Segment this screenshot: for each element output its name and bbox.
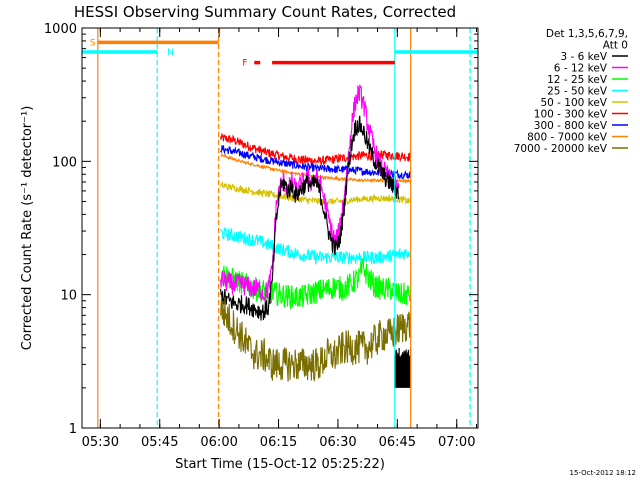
x-tick-label: 06:15 xyxy=(260,435,297,450)
legend-entry-label: 25 - 50 keV xyxy=(547,86,608,98)
y-tick-label: 100 xyxy=(52,155,77,170)
flag-label-s: S xyxy=(90,38,96,48)
series-tail-block xyxy=(394,348,412,388)
flag-layer: S N F xyxy=(82,28,478,428)
x-tick-label: 06:00 xyxy=(200,435,237,450)
x-axis-label: Start Time (15-Oct-12 05:25:22) xyxy=(175,457,385,472)
series-line-3-6-kev xyxy=(220,115,400,321)
legend-entry-label: 300 - 800 keV xyxy=(534,120,608,132)
series-line-25-50-kev xyxy=(220,227,412,266)
legend-entry-label: 800 - 7000 keV xyxy=(527,132,608,144)
legend-entry-label: 7000 - 20000 keV xyxy=(514,143,608,155)
legend-entry-label: 100 - 300 keV xyxy=(534,109,608,121)
y-tick-label: 10 xyxy=(60,289,77,304)
legend-header: Det 1,3,5,6,7,9, xyxy=(546,28,628,40)
series-line-7000-20000-kev xyxy=(220,296,412,383)
legend-entry-label: 6 - 12 keV xyxy=(554,63,608,75)
timestamp: 15-Oct-2012 18:12 xyxy=(570,469,636,477)
chart-title: HESSI Observing Summary Count Rates, Cor… xyxy=(74,3,456,21)
y-axis-label: Corrected Count Rate (s⁻¹ detector⁻¹) xyxy=(20,106,35,351)
x-tick-label: 07:00 xyxy=(438,435,475,450)
series-line-50-100-kev xyxy=(220,181,412,207)
legend-entry-label: 50 - 100 keV xyxy=(540,97,607,109)
x-tick-label: 06:45 xyxy=(379,435,416,450)
series-line-6-12-kev xyxy=(220,84,400,302)
plot-frame xyxy=(81,27,479,429)
legend-header: Att 0 xyxy=(603,40,628,52)
flag-label-f-short: F xyxy=(242,59,247,69)
y-tick-label: 1 xyxy=(69,422,77,437)
axis-layer: 1 10 100 1000 05:30 05:45 06:00 06:15 06:30 06:45… xyxy=(44,22,478,450)
x-tick-label: 06:30 xyxy=(319,435,356,450)
legend-entry-label: 3 - 6 keV xyxy=(560,51,607,63)
y-tick-label: 1000 xyxy=(44,22,77,37)
x-tick-label: 05:45 xyxy=(141,435,178,450)
legend-entry-label: 12 - 25 keV xyxy=(547,74,608,86)
x-tick-label: 05:30 xyxy=(82,435,119,450)
flag-label-n: N xyxy=(167,48,174,58)
series-layer xyxy=(220,84,412,388)
